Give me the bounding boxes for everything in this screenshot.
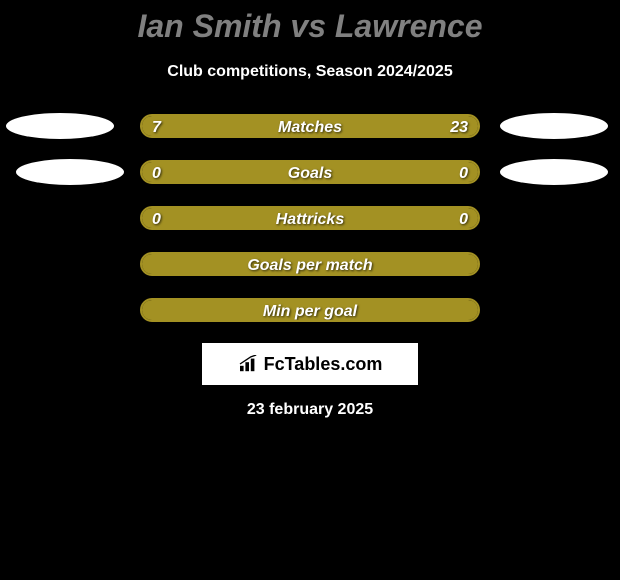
logo-text: FcTables.com xyxy=(264,354,383,375)
stat-label: Matches xyxy=(142,116,478,138)
player-left-marker xyxy=(16,159,124,185)
comparison-widget: Ian Smith vs Lawrence Club competitions,… xyxy=(0,0,620,419)
stat-label: Min per goal xyxy=(142,300,478,322)
stat-row: 7 Matches 23 xyxy=(0,113,620,139)
stat-bar: Min per goal xyxy=(140,298,480,322)
player-right-marker xyxy=(500,159,608,185)
chart-icon xyxy=(238,355,260,373)
stat-right-value: 0 xyxy=(459,208,468,230)
stat-right-value: 0 xyxy=(459,162,468,184)
stat-label: Goals per match xyxy=(142,254,478,276)
stat-row: Goals per match xyxy=(0,251,620,277)
stat-row: Min per goal xyxy=(0,297,620,323)
stat-bar: 0 Hattricks 0 xyxy=(140,206,480,230)
date-label: 23 february 2025 xyxy=(0,401,620,419)
stats-rows: 7 Matches 23 0 Goals 0 0 Hattricks 0 xyxy=(0,113,620,323)
stat-label: Goals xyxy=(142,162,478,184)
player-right-marker xyxy=(500,113,608,139)
stat-row: 0 Goals 0 xyxy=(0,159,620,185)
stat-right-value: 23 xyxy=(450,116,468,138)
stat-bar: 7 Matches 23 xyxy=(140,114,480,138)
stat-bar: Goals per match xyxy=(140,252,480,276)
subtitle: Club competitions, Season 2024/2025 xyxy=(0,63,620,81)
logo-box: FcTables.com xyxy=(202,343,418,385)
stat-label: Hattricks xyxy=(142,208,478,230)
stat-bar: 0 Goals 0 xyxy=(140,160,480,184)
page-title: Ian Smith vs Lawrence xyxy=(0,0,620,45)
logo: FcTables.com xyxy=(238,354,383,375)
stat-row: 0 Hattricks 0 xyxy=(0,205,620,231)
player-left-marker xyxy=(6,113,114,139)
